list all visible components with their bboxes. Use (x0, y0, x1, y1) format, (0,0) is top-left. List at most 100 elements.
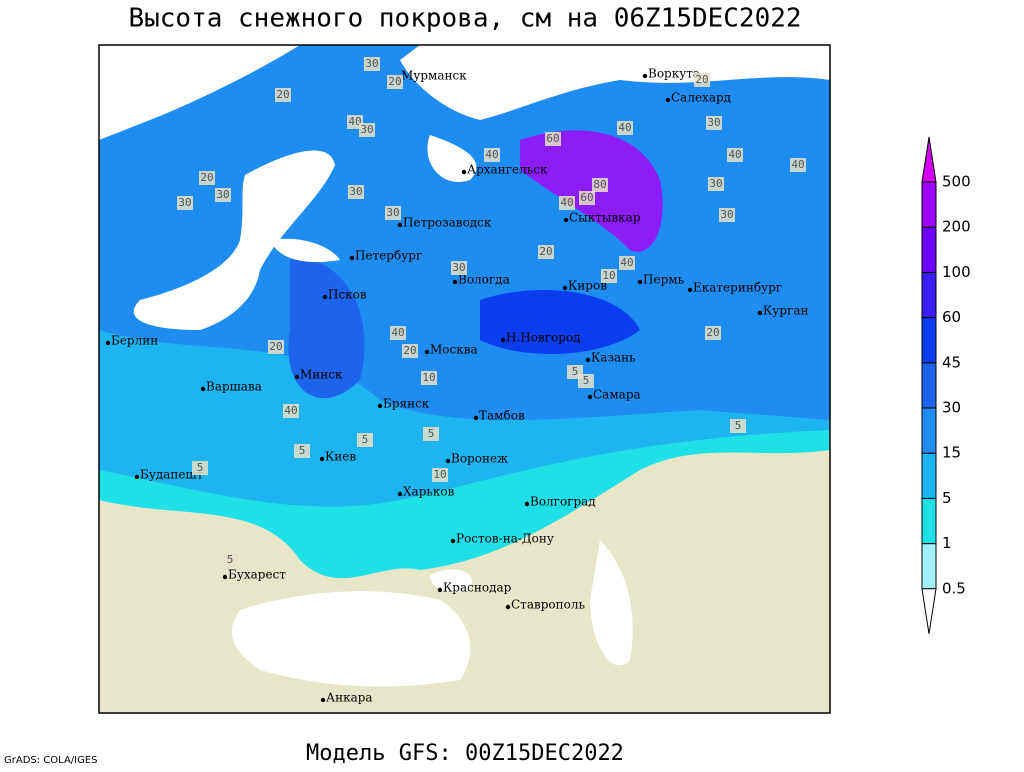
contour-label: 40 (284, 404, 297, 417)
colorbar-box (921, 497, 937, 545)
contour-label: 20 (269, 340, 282, 353)
contour-label: 40 (728, 148, 741, 161)
city-label: Сыктывкар (569, 211, 641, 225)
contour-label: 10 (433, 468, 446, 481)
city-label: Брянск (383, 397, 430, 411)
contour-label-bg (708, 177, 724, 191)
contour-label: 30 (360, 123, 373, 136)
contour-label-bg (694, 73, 710, 87)
city-dot (637, 279, 643, 285)
city-label: Екатеринбург (693, 281, 782, 295)
contour-label: 10 (602, 269, 615, 282)
contour-label: 30 (720, 208, 733, 221)
city-label: Воронеж (451, 452, 508, 466)
city-label: Москва (430, 343, 478, 357)
contour-label: 30 (386, 206, 399, 219)
contour-label: 40 (560, 196, 573, 209)
city-dot (320, 697, 326, 703)
contour-label: 40 (485, 148, 498, 161)
city-dot (452, 279, 458, 285)
contour-label: 20 (276, 88, 289, 101)
city-label: Краснодар (443, 581, 512, 595)
contour-label-bg (215, 188, 231, 202)
contour-label: 60 (580, 191, 593, 204)
city-label: Бухарест (228, 568, 286, 582)
colorbar-label: 30 (942, 399, 961, 417)
colorbar-label: 60 (942, 308, 961, 326)
contour-label-bg (283, 404, 299, 418)
contour-label-bg (423, 427, 439, 441)
colorbar-box (921, 543, 937, 590)
contour-label-bg (601, 269, 617, 283)
contour-label: 40 (348, 115, 361, 128)
contour-label-bg (619, 256, 635, 270)
contour-label-bg (484, 148, 500, 162)
city-label: Воркута (648, 67, 700, 81)
city-dot (450, 538, 456, 544)
city-label: Архангельск (467, 163, 548, 177)
colorbar-label: 500 (942, 173, 971, 191)
city-dot (424, 349, 430, 355)
city-dot (757, 310, 763, 316)
city-dot (349, 255, 355, 261)
colorbar-label: 1 (942, 534, 952, 552)
contour-label: 20 (706, 326, 719, 339)
contour-label: 40 (391, 326, 404, 339)
contour-label: 5 (227, 553, 234, 566)
contour-label-bg (192, 461, 208, 475)
contour-label-bg (421, 371, 437, 385)
contour-label: 30 (365, 57, 378, 70)
contour-label: 20 (539, 245, 552, 258)
colorbar-label: 100 (942, 263, 971, 281)
colorbar-box (921, 452, 937, 499)
contour-label-bg (451, 261, 467, 275)
contour-label: 5 (428, 427, 435, 440)
city-dot (461, 169, 467, 175)
contour-label-bg (268, 340, 284, 354)
contour-label: 40 (618, 121, 631, 134)
city-label: Тамбов (479, 409, 525, 423)
colorbar-label: 45 (942, 353, 961, 371)
city-label: Киров (568, 279, 607, 293)
contour-label: 10 (422, 371, 435, 384)
city-dot (222, 574, 228, 580)
contour-label: 5 (362, 433, 369, 446)
colorbar-label: 0.5 (942, 579, 966, 597)
city-label: Ростов-на-Дону (456, 532, 554, 546)
city-dot (437, 587, 443, 593)
city-dot (445, 458, 451, 464)
contour-label: 40 (620, 256, 633, 269)
city-label: Харьков (403, 485, 455, 499)
contour-label-bg (222, 553, 238, 567)
contour-label-bg (390, 326, 406, 340)
contour-label-bg (387, 75, 403, 89)
city-dot (377, 403, 383, 409)
city-label: Волгоград (530, 495, 596, 509)
city-dot (200, 386, 206, 392)
contour-label-bg (559, 196, 575, 210)
colorbar-bottom (921, 588, 937, 634)
colorbar-box (921, 407, 937, 454)
credit: GrADS: COLA/IGES (4, 755, 98, 766)
city-label: Минск (300, 368, 343, 382)
contour-label-bg (364, 57, 380, 71)
city-dot (397, 222, 403, 228)
city-label: Петрозаводск (403, 216, 492, 230)
city-label: Пермь (643, 273, 685, 287)
city-dot (397, 491, 403, 497)
contour-label-bg (579, 191, 595, 205)
contour-label-bg (177, 196, 193, 210)
contour-label: 30 (709, 177, 722, 190)
colorbar-box (921, 226, 937, 273)
city-label: Самара (593, 388, 641, 402)
city-dot (500, 337, 506, 343)
contour-label-bg (359, 123, 375, 137)
city-dot (505, 604, 511, 610)
contour-label: 5 (572, 365, 579, 378)
contour-label: 30 (707, 116, 720, 129)
city-label: Псков (328, 288, 367, 302)
city-label: Н.Новгород (506, 331, 581, 345)
contour-label: 5 (583, 374, 590, 387)
contour-label-bg (199, 171, 215, 185)
